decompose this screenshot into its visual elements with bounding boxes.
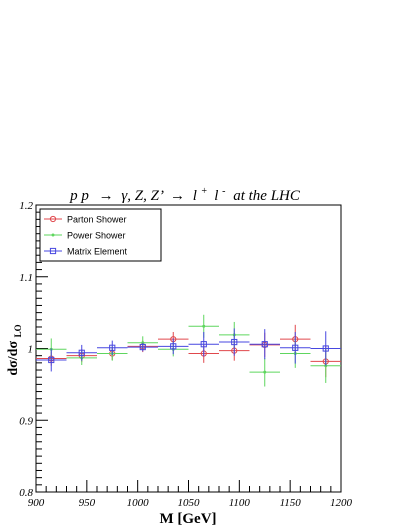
x-tick-label: 1150 xyxy=(280,497,302,509)
power-shower-point xyxy=(249,357,280,387)
x-tick-label: 1100 xyxy=(229,497,251,509)
matrix-element-point xyxy=(66,344,97,361)
legend-item-matrix-element: Matrix Element xyxy=(44,247,128,257)
title-bosons: γ, Z, Z’ xyxy=(121,188,164,204)
title-lepton: l xyxy=(193,188,197,204)
x-tick-labels: 900 950 1000 1050 1100 1150 1200 xyxy=(28,497,353,509)
data-series xyxy=(36,314,341,387)
matrix-element-point xyxy=(158,338,189,355)
matrix-element-marker xyxy=(48,356,55,364)
x-axis-label: M [GeV] xyxy=(159,511,216,527)
matrix-element-point xyxy=(249,329,280,360)
legend: Parton Shower Power Shower Matrix Element xyxy=(39,208,162,262)
title-minus: - xyxy=(222,186,225,197)
y-axis-label: dσ/dσ LO xyxy=(6,324,23,375)
legend-item-parton-shower: Parton Shower xyxy=(44,215,127,225)
x-tick-label: 1000 xyxy=(127,497,150,509)
matrix-element-point xyxy=(97,340,128,355)
legend-label: Parton Shower xyxy=(67,215,127,225)
x-tick-label: 950 xyxy=(79,497,96,509)
legend-marker xyxy=(49,215,57,223)
x-tick-label: 900 xyxy=(28,497,45,509)
matrix-element-marker xyxy=(261,341,268,348)
power-shower-marker xyxy=(263,370,267,374)
y-axis-label-sub: LO xyxy=(13,324,23,337)
matrix-element-marker xyxy=(231,338,238,346)
legend-marker xyxy=(49,247,57,255)
title-plus: + xyxy=(201,186,208,197)
matrix-element-marker xyxy=(322,345,329,352)
matrix-element-marker xyxy=(139,343,146,351)
y-tick-label: 0.9 xyxy=(19,415,33,427)
matrix-element-point xyxy=(310,331,341,366)
title-arrow-2: → xyxy=(170,188,185,204)
axis-ticks xyxy=(35,204,342,493)
matrix-element-marker xyxy=(292,344,299,351)
y-tick-label: 1 xyxy=(28,344,34,356)
power-shower-marker xyxy=(202,324,206,328)
matrix-element-marker xyxy=(109,344,116,351)
matrix-element-point xyxy=(188,331,219,357)
title-antilepton: l xyxy=(214,188,218,204)
x-tick-label: 1200 xyxy=(330,497,353,509)
title-arrow-1: → xyxy=(99,188,114,204)
legend-item-power-shower: Power Shower xyxy=(44,231,126,241)
y-tick-label: 1.2 xyxy=(19,200,33,212)
matrix-element-marker xyxy=(200,341,207,348)
legend-label: Power Shower xyxy=(67,231,126,241)
matrix-element-point xyxy=(219,328,250,356)
matrix-element-marker xyxy=(78,349,85,356)
x-tick-label: 1050 xyxy=(178,497,201,509)
chart-title: p p → γ, Z, Z’ → l + l - at the LHC xyxy=(69,182,301,204)
title-prefix: p p xyxy=(69,188,89,204)
y-tick-label: 0.8 xyxy=(19,487,33,499)
matrix-element-point xyxy=(127,342,158,352)
legend-label: Matrix Element xyxy=(67,247,128,257)
series-matrix-element xyxy=(36,328,341,372)
matrix-element-point xyxy=(280,331,311,364)
matrix-element-marker xyxy=(170,343,177,350)
title-suffix: at the LHC xyxy=(233,188,301,204)
matrix-element-point xyxy=(36,348,67,372)
y-tick-labels: 0.8 0.9 1 1.1 1.2 xyxy=(19,200,33,499)
y-tick-label: 1.1 xyxy=(19,272,33,284)
legend-marker xyxy=(51,233,55,237)
y-axis-label-main: dσ/dσ xyxy=(6,341,21,376)
